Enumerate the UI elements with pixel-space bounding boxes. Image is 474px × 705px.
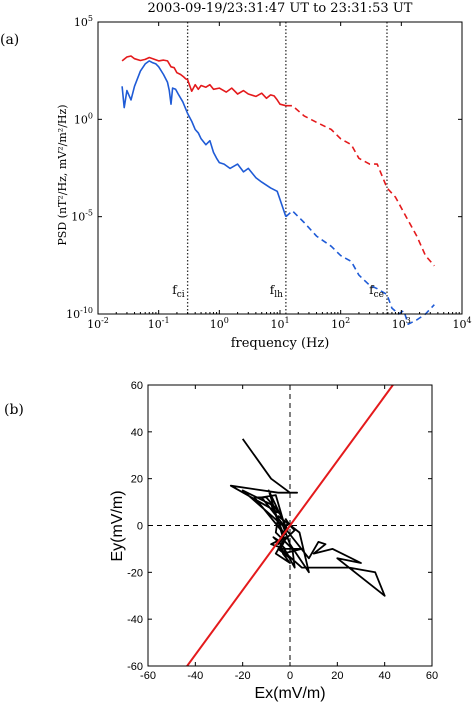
x-tick-label: 100 xyxy=(210,316,229,331)
y-tick-label: -20 xyxy=(127,567,143,579)
y-tick-label: 60 xyxy=(131,380,143,392)
x-tick-label: 101 xyxy=(270,316,289,331)
panel-b-plot-area xyxy=(148,385,432,666)
psd-series-line xyxy=(285,210,435,325)
x-tick-label: 103 xyxy=(392,316,411,331)
y-tick-label: 20 xyxy=(131,474,143,486)
x-tick-label: 10-2 xyxy=(87,316,109,331)
x-tick-label: 60 xyxy=(426,670,438,682)
panel-b-label: (b) xyxy=(4,402,24,418)
y-tick-label: 0 xyxy=(137,521,143,533)
y-tick-label: -60 xyxy=(127,661,143,673)
panel-a-axis-ticks: 10-2 10-1 100 101 102 103 104 10-10 10-5 100 105 xyxy=(66,14,471,331)
hodogram-trace xyxy=(229,438,386,597)
marker-label-fce: fce xyxy=(369,283,384,300)
psd-series-line xyxy=(121,55,287,107)
x-tick-label: 40 xyxy=(379,670,391,682)
x-tick-label: 104 xyxy=(452,316,471,331)
x-tick-label: -20 xyxy=(235,670,251,682)
x-tick-label: 0 xyxy=(287,670,293,682)
panel-a-series-group xyxy=(121,55,435,325)
panel-b-series-group xyxy=(185,385,395,666)
x-tick-label: -60 xyxy=(140,670,156,682)
panel-a-vertical-markers xyxy=(186,22,388,314)
panel-a-psd-chart: (a) 2003-09-19/23:31:47 UT to 23:31:53 U… xyxy=(0,1,472,351)
marker-label-flh: flh xyxy=(270,283,283,300)
x-tick-label: 10-1 xyxy=(148,316,170,331)
psd-series-line xyxy=(285,104,435,267)
marker-label-fci: fci xyxy=(172,283,184,300)
panel-a-x-axis-label: frequency (Hz) xyxy=(231,336,330,351)
y-tick-label: 100 xyxy=(74,111,93,126)
panel-b-axis-ticks: -60 -40 -20 0 20 40 60 -60 -40 -20 0 20 40 60 xyxy=(127,380,438,682)
panel-b-y-axis-label: Ey(mV/m) xyxy=(109,490,126,561)
y-tick-label: -40 xyxy=(127,614,143,626)
panel-b-hodogram-chart: (b) -60 -40 -20 0 20 40 60 -60 -40 -20 0 20 40 60 Ex(… xyxy=(4,380,438,702)
y-tick-label: 10-10 xyxy=(66,306,93,321)
y-tick-label: 10-5 xyxy=(71,209,93,224)
psd-series-line xyxy=(121,60,287,217)
panel-a-label: (a) xyxy=(0,32,19,48)
y-tick-label: 40 xyxy=(131,427,143,439)
panel-b-reference-lines xyxy=(148,385,432,666)
panel-b-x-axis-label: Ex(mV/m) xyxy=(254,685,325,702)
panel-a-plot-frame xyxy=(97,21,463,315)
panel-a-frequency-labels: fci flh fce xyxy=(172,283,384,300)
fit-line xyxy=(185,385,395,666)
x-tick-label: -40 xyxy=(187,670,203,682)
panel-a-y-axis-label: PSD (nT²/Hz, mV²/m²/Hz) xyxy=(56,104,69,245)
x-tick-label: 20 xyxy=(331,670,343,682)
panel-a-title: 2003-09-19/23:31:47 UT to 23:31:53 UT xyxy=(148,1,413,16)
x-tick-label: 102 xyxy=(331,316,350,331)
y-tick-label: 105 xyxy=(74,14,93,29)
